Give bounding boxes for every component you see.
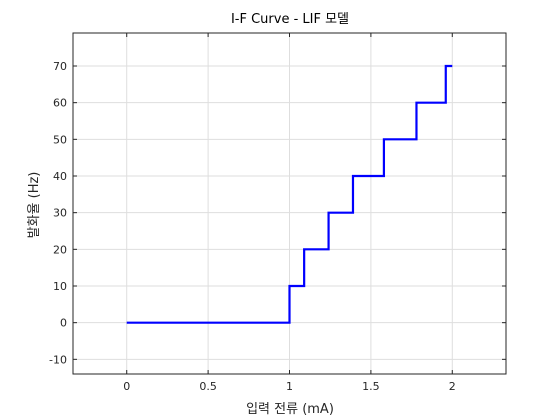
y-tick-label: 30 [53, 207, 67, 220]
axes-box [72, 32, 507, 375]
tick-labels: 0 0.5 1 1.5 2 -10 0 10 20 30 40 50 60 70 [49, 60, 456, 393]
series-line [126, 64, 453, 324]
y-tick-label: 60 [53, 97, 67, 110]
y-tick-label: 40 [53, 170, 67, 183]
y-tick-label: 20 [53, 243, 67, 256]
y-tick-label: 70 [53, 60, 67, 73]
x-tick-label: 1 [286, 380, 293, 393]
y-tick-label: 10 [53, 280, 67, 293]
x-tick-label: 2 [449, 380, 456, 393]
y-tick-label: -10 [49, 353, 67, 366]
y-tick-label: 50 [53, 133, 67, 146]
y-axis-title: 발화율 (Hz) [27, 172, 42, 239]
series-layer [126, 64, 453, 324]
x-tick-label: 0.5 [199, 380, 217, 393]
x-tick-label: 0 [123, 380, 130, 393]
x-axis-title: 입력 전류 (mA) [246, 402, 334, 417]
x-tick-label: 1.5 [362, 380, 380, 393]
y-tick-label: 0 [60, 317, 67, 330]
chart-title: I-F Curve - LIF 모델 [231, 12, 349, 27]
